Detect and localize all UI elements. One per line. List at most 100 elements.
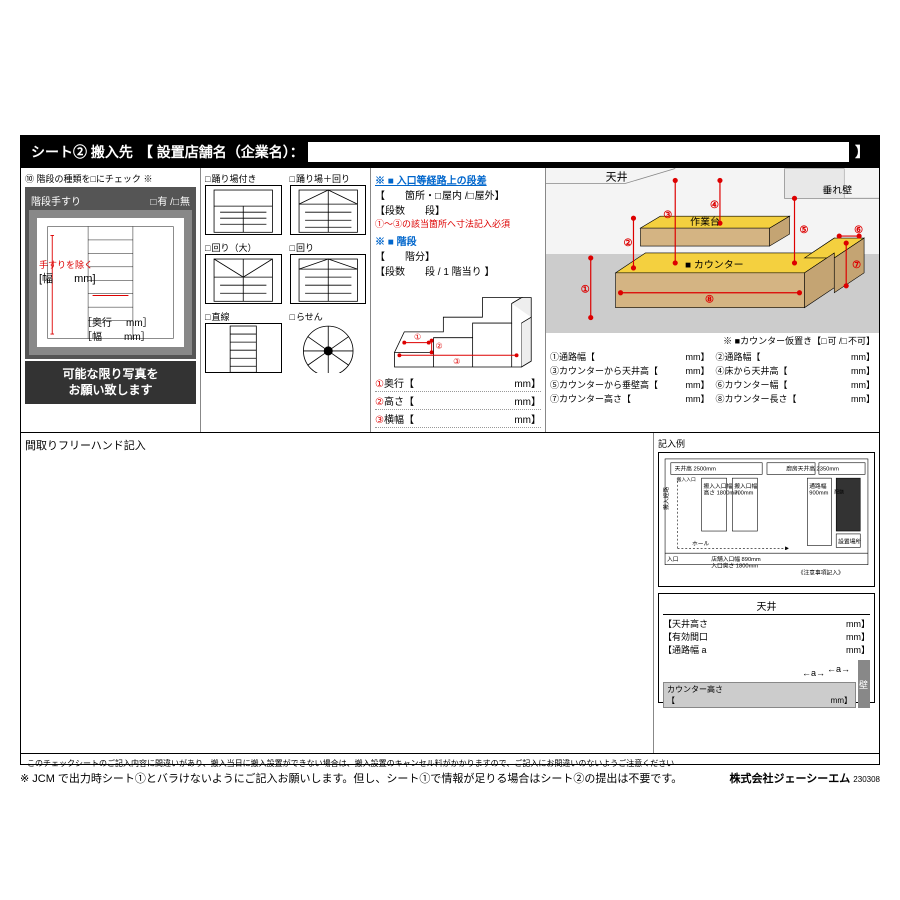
svg-text:搬入経路: 搬入経路	[663, 487, 670, 510]
step-3d-diagram: ① ② ③	[375, 284, 541, 374]
svg-text:搬入入口幅: 搬入入口幅	[704, 482, 733, 490]
svg-text:入口奥さ 1800mm: 入口奥さ 1800mm	[711, 562, 758, 570]
stair-inner-diagram: 手すりを除く [幅 mm] ［奥行mm］ ［幅mm］	[29, 210, 192, 355]
svg-text:②: ②	[624, 238, 633, 249]
meas-2[interactable]: ②通路幅【mm】	[716, 350, 876, 363]
svg-text:①: ①	[581, 285, 590, 296]
meas-8[interactable]: ⑧カウンター長さ【mm】	[716, 392, 876, 405]
freehand-draw-area[interactable]: 間取りフリーハンド記入	[21, 433, 654, 753]
svg-text:④: ④	[710, 200, 719, 211]
svg-text:①: ①	[414, 333, 421, 342]
col-step-measure: ※ ■ 入口等経路上の段差 【 箇所・屋内 /屋外】 【段数 段】 ①～③の該当…	[371, 168, 546, 432]
counter-label: ■ カウンター	[685, 259, 743, 271]
photo-request: 可能な限り写真を お願い致します	[25, 361, 196, 404]
width2-dim[interactable]: ［幅mm］	[82, 328, 151, 343]
meas-width[interactable]: ③横幅【mm】	[375, 410, 541, 428]
stair-type-winder[interactable]: 回り	[290, 241, 367, 304]
meas-4[interactable]: ④床から天井高【mm】	[716, 364, 876, 377]
width-dim[interactable]: [幅 mm]	[39, 270, 96, 286]
sec2-title: ※ ■ 階段	[375, 233, 541, 248]
wall-label: 壁	[858, 660, 870, 708]
stair-type-grid: 踊り場付き 踊り場＋回り 回り（大） 回り 直線 らせん	[205, 172, 366, 373]
freehand-area: 間取りフリーハンド記入 記入例	[21, 433, 879, 753]
meas-height[interactable]: ②高さ【mm】	[375, 392, 541, 410]
counter-block[interactable]: カウンター高さ 【mm】	[663, 682, 856, 708]
depth-dim[interactable]: ［奥行mm］	[82, 314, 153, 329]
store-label: 【 設置店舗名（企業名）：	[139, 142, 304, 162]
hangwall-label: 垂れ壁	[822, 183, 852, 196]
store-name-input[interactable]	[308, 142, 849, 162]
col-stair-frame: ⑩ 階段の種類を□にチェック ※ 階段手すり 有 /無	[21, 168, 201, 432]
freehand-title: 間取りフリーハンド記入	[25, 437, 649, 453]
svg-text:入口: 入口	[667, 556, 679, 563]
stair-type-spiral[interactable]: らせん	[290, 310, 367, 373]
meas-1[interactable]: ①通路幅【mm】	[550, 350, 710, 363]
svg-text:②: ②	[436, 341, 443, 350]
meas-3[interactable]: ③カウンターから天井高【mm】	[550, 364, 710, 377]
aisle-row[interactable]: 【通路幅 amm】	[663, 643, 870, 656]
sheet-label: シート② 搬入先	[31, 142, 133, 162]
stair-diagram-frame: 階段手すり 有 /無	[25, 187, 196, 359]
steps-per-floor[interactable]: 【段数 段 / 1 階当り 】	[375, 263, 541, 278]
example-column: 記入例	[654, 433, 879, 753]
svg-text:設置場所: 設置場所	[838, 538, 861, 546]
floors-count[interactable]: 【 階分】	[375, 248, 541, 263]
footer: ※ JCM で出力時シート①とバラけないようにご記入お願いします。但し、シート①…	[20, 770, 880, 786]
ceiling-title: 天井	[663, 598, 870, 615]
svg-text:配膳: 配膳	[834, 489, 844, 496]
col-stair-types: 踊り場付き 踊り場＋回り 回り（大） 回り 直線 らせん	[201, 168, 371, 432]
svg-text:700mm: 700mm	[734, 491, 753, 497]
example-title: 記入例	[658, 437, 875, 450]
svg-text:⑦: ⑦	[852, 260, 861, 271]
stair-type-straight[interactable]: 直線	[205, 310, 282, 373]
sec1-title: ※ ■ 入口等経路上の段差	[375, 172, 541, 187]
counter-svg: ① ② ③ ④ ⑤ ⑥ ⑦ ⑧ 天井 垂れ壁 作業台 ■ カウンター	[546, 168, 879, 333]
location-line[interactable]: 【 箇所・屋内 /屋外】	[375, 187, 541, 202]
svg-text:⑤: ⑤	[799, 225, 808, 236]
close-bracket: 】	[855, 142, 869, 162]
svg-text:店舗入口幅 890mm: 店舗入口幅 890mm	[711, 555, 761, 563]
meas-depth[interactable]: ①奥行【mm】	[375, 374, 541, 392]
stair-type-landing[interactable]: 踊り場付き	[205, 172, 282, 235]
counter-meas-grid: ①通路幅【mm】 ②通路幅【mm】 ③カウンターから天井高【mm】 ④床から天井…	[546, 348, 879, 407]
svg-text:《注意事項記入》: 《注意事項記入》	[798, 568, 844, 576]
svg-text:搬入入口: 搬入入口	[677, 476, 696, 483]
footer-note: ※ JCM で出力時シート①とバラけないようにご記入お願いします。但し、シート①…	[20, 770, 682, 786]
handrail-options[interactable]: 有 /無	[150, 193, 190, 208]
col-counter: ① ② ③ ④ ⑤ ⑥ ⑦ ⑧ 天井 垂れ壁 作業台 ■ カウンター ※ ■カウンター仮置…	[546, 168, 879, 432]
stair-type-landing-turn[interactable]: 踊り場＋回り	[290, 172, 367, 235]
ceiling-h-row[interactable]: 【天井高さmm】	[663, 617, 870, 630]
footer-code: 230308	[853, 775, 880, 784]
counter-3d-diagram: ① ② ③ ④ ⑤ ⑥ ⑦ ⑧ 天井 垂れ壁 作業台 ■ カウンター	[546, 168, 879, 333]
ceiling-example: 天井 【天井高さmm】 【有効間口mm】 【通路幅 amm】 壁 カウンター高さ…	[658, 593, 875, 703]
stair-type-winder-large[interactable]: 回り（大）	[205, 241, 282, 304]
svg-text:通路幅: 通路幅	[809, 482, 826, 490]
svg-text:搬入口幅: 搬入口幅	[734, 482, 757, 490]
svg-text:③: ③	[663, 210, 672, 221]
top-grid: ⑩ 階段の種類を□にチェック ※ 階段手すり 有 /無	[21, 168, 879, 433]
required-note: ①～③の該当箇所へ寸法記入必須	[375, 217, 541, 230]
temp-place-row[interactable]: ※ ■カウンター仮置き【可 /不可】	[546, 333, 879, 348]
svg-text:900mm: 900mm	[809, 491, 828, 497]
svg-text:⑥: ⑥	[854, 225, 863, 236]
step-svg: ① ② ③	[375, 284, 541, 372]
meas-6[interactable]: ⑥カウンター幅【mm】	[716, 378, 876, 391]
svg-text:③: ③	[453, 357, 460, 366]
handrail-label: 階段手すり	[31, 193, 81, 208]
svg-text:廚房天井高 2350mm: 廚房天井高 2350mm	[786, 464, 839, 472]
opening-row[interactable]: 【有効間口mm】	[663, 630, 870, 643]
worktop-label: 作業台	[690, 215, 720, 228]
checksheet-2: シート② 搬入先 【 設置店舗名（企業名）： 】 ⑩ 階段の種類を□にチェック …	[20, 135, 880, 765]
step-meas-list: ①奥行【mm】 ②高さ【mm】 ③横幅【mm】	[375, 374, 541, 428]
header-bar: シート② 搬入先 【 設置店舗名（企業名）： 】	[21, 136, 879, 168]
check-instruction: ⑩ 階段の種類を□にチェック ※	[25, 172, 196, 185]
meas-7[interactable]: ⑦カウンター高さ【mm】	[550, 392, 710, 405]
svg-text:⑧: ⑧	[705, 295, 714, 306]
svg-text:天井高 2500mm: 天井高 2500mm	[675, 464, 716, 472]
steps-count[interactable]: 【段数 段】	[375, 202, 541, 217]
ceiling-label: 天井	[606, 169, 628, 183]
meas-5[interactable]: ⑤カウンターから垂壁高【mm】	[550, 378, 710, 391]
floorplan-example: 天井高 2500mm 廚房天井高 2350mm 搬入入口幅高さ 1800mm 搬…	[658, 452, 875, 587]
footer-company: 株式会社ジェーシーエム	[729, 773, 850, 785]
handrail-row: 階段手すり 有 /無	[29, 191, 192, 210]
